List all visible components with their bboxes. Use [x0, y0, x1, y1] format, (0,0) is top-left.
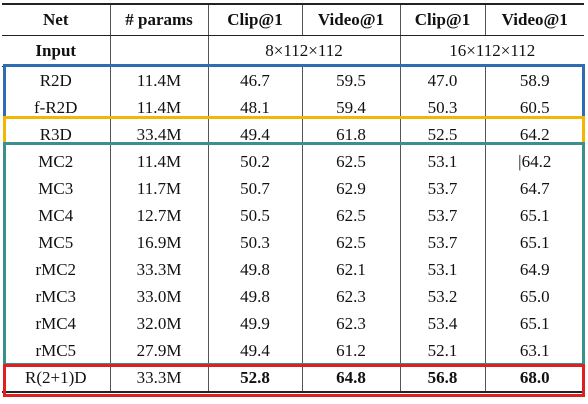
header-clip-8: Clip@1 [208, 3, 303, 36]
cell-clip-8: 50.2 [208, 148, 303, 175]
cell-video-16: 65.1 [519, 206, 550, 225]
cell-params: 16.9M [110, 229, 209, 256]
header-video-8: Video@1 [302, 3, 401, 36]
table-body: R2D 11.4M 46.7 59.5 47.0 58.9 f-R2D 11.4M 48.1 59… [2, 66, 584, 393]
cell-clip-16: 53.7 [400, 229, 486, 256]
table-row: R3D 33.4M 49.4 61.8 52.5 64.2 [2, 121, 584, 148]
cell-video-8: 62.9 [302, 175, 401, 202]
cell-video-16: |64.2 [518, 152, 552, 171]
cell-params: 33.0M [110, 283, 209, 310]
table-row: MC5 16.9M 50.3 62.5 53.7 65.1 [2, 229, 584, 256]
cell-video-8: 61.8 [302, 121, 401, 148]
table-row: R(2+1)D 33.3M 52.8 64.8 56.8 68.0 [2, 364, 584, 393]
cell-video-8: 64.8 [302, 364, 401, 393]
cell-clip-16: 47.0 [400, 66, 486, 94]
cell-clip-16: 52.1 [400, 337, 486, 364]
header-video-16: Video@1 [485, 3, 584, 36]
cell-net: R3D [2, 121, 111, 148]
cell-params: 11.4M [110, 148, 209, 175]
cell-clip-16: 53.7 [400, 175, 486, 202]
cell-net: f-R2D [2, 94, 111, 121]
cell-net: rMC5 [2, 337, 111, 364]
cell-clip-8: 49.4 [208, 337, 303, 364]
cell-net: R2D [2, 66, 111, 94]
cell-clip-16: 56.8 [400, 364, 486, 393]
cell-net: MC3 [2, 175, 111, 202]
table-row: f-R2D 11.4M 48.1 59.4 50.3 60.5 [2, 94, 584, 121]
input-res-8: 8×112×112 [208, 35, 401, 67]
cell-net: rMC2 [2, 256, 111, 283]
cell-video-8: 62.5 [302, 148, 401, 175]
cell-video-8: 62.1 [302, 256, 401, 283]
header-row: Net # params Clip@1 Video@1 Clip@1 Video… [2, 3, 584, 36]
table-row: MC3 11.7M 50.7 62.9 53.7 64.7 [2, 175, 584, 202]
table-row: rMC5 27.9M 49.4 61.2 52.1 63.1 [2, 337, 584, 364]
table-row: rMC2 33.3M 49.8 62.1 53.1 64.9 [2, 256, 584, 283]
cell-video-8: 62.5 [302, 229, 401, 256]
cell-params: 33.4M [110, 121, 209, 148]
cell-net: MC2 [2, 148, 111, 175]
cell-params: 33.3M [110, 364, 209, 393]
cell-params: 11.4M [110, 94, 209, 121]
cell-clip-8: 49.8 [208, 256, 303, 283]
header-net: Net [2, 3, 111, 36]
cell-clip-8: 46.7 [208, 66, 303, 94]
cell-video-16: 64.2 [519, 125, 550, 144]
cell-clip-8: 49.9 [208, 310, 303, 337]
cell-clip-8: 50.3 [208, 229, 303, 256]
cell-video-16: 68.0 [485, 364, 584, 393]
cell-video-8: 59.5 [302, 66, 401, 94]
cell-clip-8: 49.8 [208, 283, 303, 310]
cell-video-16: 63.1 [519, 341, 550, 360]
cell-params: 33.3M [110, 256, 209, 283]
input-label: Input [2, 35, 111, 67]
cell-net: rMC3 [2, 283, 111, 310]
cell-params: 11.4M [110, 66, 209, 94]
cell-clip-16: 53.1 [400, 148, 486, 175]
cell-video-16: 64.7 [519, 179, 550, 198]
cell-video-16: 65.1 [519, 233, 550, 252]
cell-params: 32.0M [110, 310, 209, 337]
cell-clip-8: 48.1 [208, 94, 303, 121]
cell-params: 12.7M [110, 202, 209, 229]
input-params [110, 35, 209, 67]
cell-video-8: 62.3 [302, 310, 401, 337]
cell-clip-8: 52.8 [208, 364, 303, 393]
table-row: rMC4 32.0M 49.9 62.3 53.4 65.1 [2, 310, 584, 337]
results-table: Net # params Clip@1 Video@1 Clip@1 Video… [2, 3, 584, 393]
cell-clip-16: 52.5 [400, 121, 486, 148]
cell-video-16: 64.9 [519, 260, 550, 279]
cell-video-8: 62.5 [302, 202, 401, 229]
cell-net: MC4 [2, 202, 111, 229]
cell-clip-16: 50.3 [400, 94, 486, 121]
cell-video-16: 65.1 [519, 314, 550, 333]
header-params: # params [110, 3, 209, 36]
cell-video-8: 62.3 [302, 283, 401, 310]
cell-net: rMC4 [2, 310, 111, 337]
cell-clip-16: 53.1 [400, 256, 486, 283]
cell-clip-16: 53.2 [400, 283, 486, 310]
table-row: MC2 11.4M 50.2 62.5 53.1 |64.2 [2, 148, 584, 175]
cell-clip-8: 50.5 [208, 202, 303, 229]
cell-clip-8: 50.7 [208, 175, 303, 202]
cell-params: 27.9M [110, 337, 209, 364]
cell-params: 11.7M [110, 175, 209, 202]
cell-video-8: 59.4 [302, 94, 401, 121]
cell-clip-8: 49.4 [208, 121, 303, 148]
header-clip-16: Clip@1 [400, 3, 486, 36]
cell-clip-16: 53.7 [400, 202, 486, 229]
cell-video-16: 58.9 [519, 71, 550, 90]
table-row: rMC3 33.0M 49.8 62.3 53.2 65.0 [2, 283, 584, 310]
input-row: Input 8×112×112 16×112×112 [2, 35, 584, 67]
cell-video-16: 65.0 [519, 287, 550, 306]
table-row: R2D 11.4M 46.7 59.5 47.0 58.9 [2, 66, 584, 94]
cell-clip-16: 53.4 [400, 310, 486, 337]
cell-net: MC5 [2, 229, 111, 256]
cell-video-8: 61.2 [302, 337, 401, 364]
cell-video-16: 60.5 [519, 98, 550, 117]
input-res-16: 16×112×112 [400, 35, 584, 67]
table-row: MC4 12.7M 50.5 62.5 53.7 65.1 [2, 202, 584, 229]
cell-net: R(2+1)D [2, 364, 111, 393]
